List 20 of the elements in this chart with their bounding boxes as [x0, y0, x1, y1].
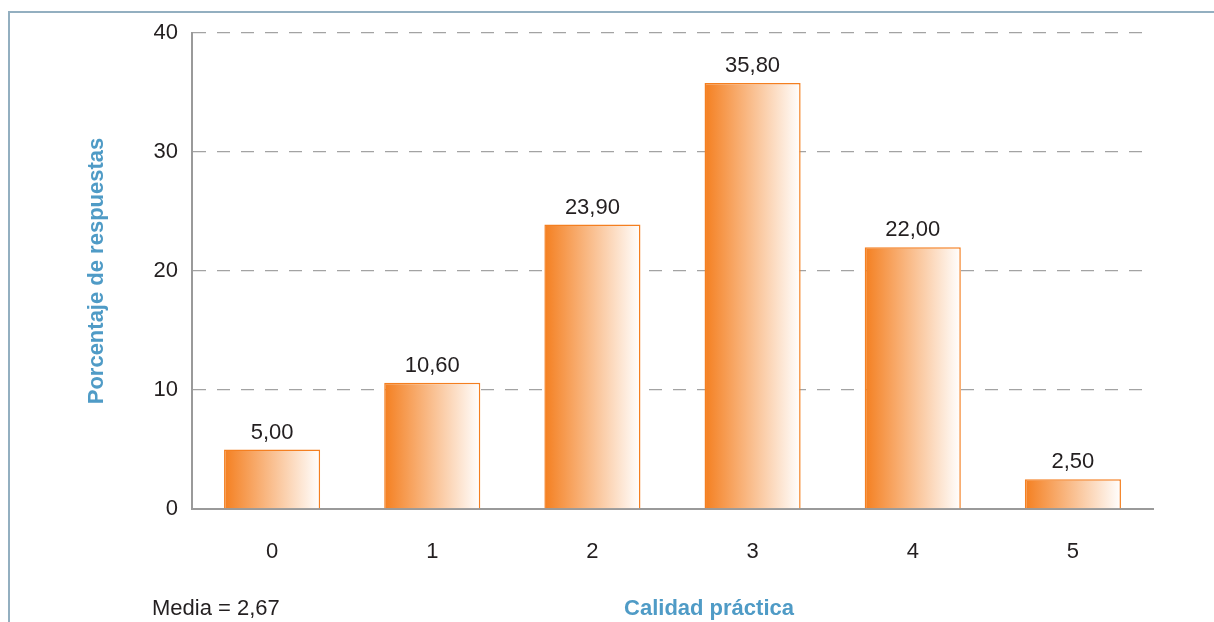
data-label: 22,00 — [885, 216, 941, 242]
data-label: 23,90 — [564, 193, 620, 219]
x-axis-title: Calidad práctica — [624, 595, 795, 620]
y-tick-label: 10 — [153, 376, 178, 402]
data-label: 35,80 — [725, 51, 781, 77]
x-tick-label: 0 — [265, 538, 279, 564]
y-tick-label: 40 — [153, 19, 178, 45]
y-tick-label: 0 — [165, 495, 178, 521]
y-tick-label: 30 — [153, 138, 178, 164]
data-label: 10,60 — [404, 351, 460, 377]
x-tick-label: 5 — [1066, 538, 1080, 564]
y-tick-label: 20 — [153, 257, 178, 283]
x-tick-label: 3 — [746, 538, 759, 564]
y-axis-title: Porcentaje de respuestas — [83, 137, 109, 405]
x-tick-label: 2 — [586, 538, 599, 564]
x-tick-label: 1 — [426, 538, 439, 564]
data-label: 2,50 — [1051, 448, 1095, 474]
text: Media = 2,67 — [152, 595, 280, 620]
data-label: 5,00 — [250, 418, 294, 444]
x-tick-label: 4 — [906, 538, 919, 564]
